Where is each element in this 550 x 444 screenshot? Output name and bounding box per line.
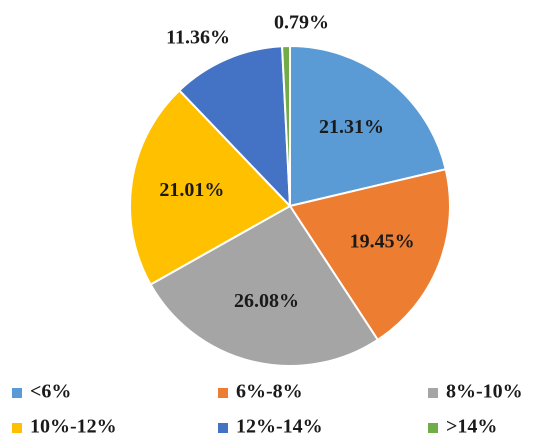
- legend-swatch: [428, 388, 438, 398]
- legend-label: >14%: [446, 416, 497, 438]
- pie-slice: [177, 45, 292, 209]
- legend-label: 8%-10%: [446, 381, 523, 403]
- data-label: 26.08%: [234, 290, 299, 312]
- data-label: 21.31%: [319, 116, 384, 138]
- legend-swatch: [218, 423, 228, 433]
- pie-slice: [281, 44, 291, 207]
- legend-label: 6%-8%: [236, 381, 303, 403]
- data-label: 19.45%: [350, 230, 415, 252]
- legend-label: 10%-12%: [30, 416, 117, 438]
- legend-swatch: [12, 423, 22, 433]
- data-label: 11.36%: [166, 26, 230, 48]
- legend-label: 12%-14%: [236, 416, 323, 438]
- pie-slice: [149, 204, 380, 367]
- data-label: 21.01%: [159, 179, 224, 201]
- pie-slice: [129, 88, 292, 286]
- data-label: 0.79%: [274, 12, 329, 34]
- legend-swatch: [12, 388, 22, 398]
- legend-label: <6%: [30, 381, 71, 403]
- pie-slice: [289, 44, 447, 208]
- pie-slice: [288, 168, 451, 342]
- legend-swatch: [428, 423, 438, 433]
- legend-swatch: [218, 388, 228, 398]
